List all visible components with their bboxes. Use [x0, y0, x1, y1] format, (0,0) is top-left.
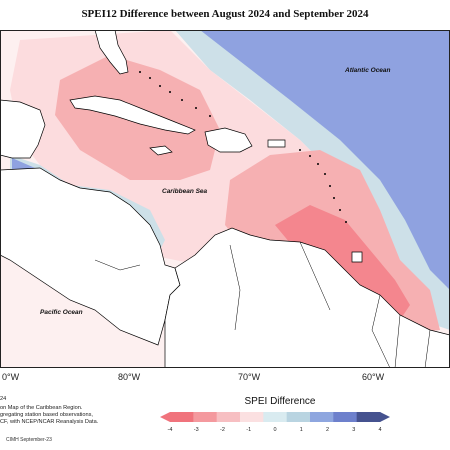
label-pacific-ocean: Pacific Ocean [40, 309, 83, 316]
legend-swatch [333, 412, 358, 422]
small-islands [139, 71, 347, 223]
legend-tick-label: 2 [326, 427, 329, 433]
legend-title: SPEI Difference [244, 396, 316, 407]
legend-tick-label: 1 [300, 427, 303, 433]
legend-swatch [356, 412, 381, 422]
credits-year: 24 [0, 396, 7, 402]
label-atlantic-ocean: Atlantic Ocean [344, 67, 391, 74]
land-masses [0, 30, 450, 368]
legend-tick-label: -2 [220, 427, 225, 433]
lon-label-60w: 60°W [362, 372, 385, 382]
lon-label-80w: 80°W [118, 372, 141, 382]
land-puerto-rico [267, 139, 286, 148]
label-caribbean-sea: Caribbean Sea [162, 188, 208, 195]
land-hispaniola [204, 127, 253, 153]
legend-tick-label: -3 [194, 427, 199, 433]
credits-block: 24 on Map of the Caribbean Region. grega… [0, 396, 98, 426]
spei-map: Atlantic Ocean Caribbean Sea Pacific Oce… [0, 30, 450, 368]
land-south-america [164, 227, 450, 368]
lon-label-0: 0°W [2, 372, 20, 382]
legend-tick-label: 3 [352, 427, 355, 433]
legend-tick-label: 4 [378, 427, 381, 433]
legend-tick-label: -4 [168, 427, 173, 433]
legend-swatch [216, 412, 241, 422]
legend-swatch [310, 412, 334, 422]
land-florida [94, 30, 129, 75]
atlantic-positive [200, 30, 450, 290]
legend-swatch [240, 412, 264, 422]
credits-line-1: on Map of the Caribbean Region. [0, 405, 83, 411]
legend-arrow-left [160, 412, 170, 422]
land-jamaica [149, 145, 173, 156]
legend-tick-label: -1 [246, 427, 251, 433]
land-trinidad [351, 251, 363, 263]
credits-line-3: CF, with NCEP/NCAR Reanalysis Data. [0, 419, 99, 425]
legend-colorbar: -4 -3 -2 -1 0 1 2 3 4 [160, 412, 390, 433]
country-borders [94, 241, 431, 368]
credits-footer: CIMH September-23 [6, 437, 52, 443]
legend-swatch [263, 412, 288, 422]
legend-arrow-right [380, 412, 390, 422]
credits-line-2: gregating station based observations, [0, 412, 93, 418]
legend-swatch [193, 412, 218, 422]
legend-tick-label: 0 [273, 427, 276, 433]
land-cuba [69, 95, 196, 135]
caribbean-negative-strong [275, 205, 410, 320]
legend-swatch [286, 412, 311, 422]
lon-label-70w: 70°W [238, 372, 261, 382]
map-title: SPEI12 Difference between August 2024 an… [81, 8, 369, 20]
legend-swatch [170, 412, 194, 422]
